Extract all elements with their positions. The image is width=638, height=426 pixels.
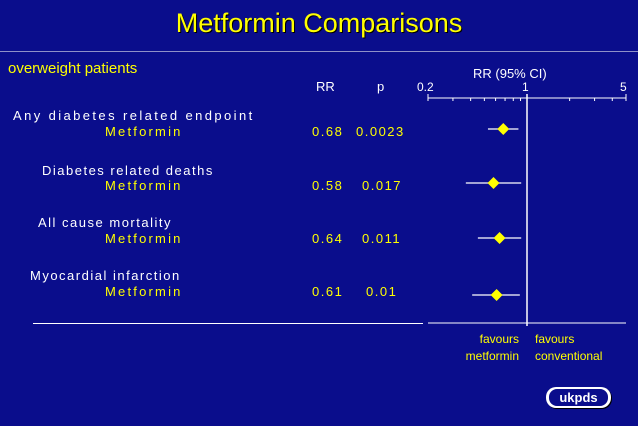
row-group: Metformin bbox=[105, 178, 183, 193]
p-column-header: p bbox=[377, 79, 385, 94]
subtitle: overweight patients bbox=[8, 60, 138, 77]
row-group: Metformin bbox=[105, 231, 183, 246]
favours-conventional-label: favours conventional bbox=[535, 332, 603, 363]
slide-title: Metformin Comparisons bbox=[175, 8, 463, 38]
row-rr: 0.64 bbox=[312, 231, 344, 246]
tick-label-1: 1 bbox=[522, 80, 529, 94]
row-p: 0.0023 bbox=[356, 124, 405, 139]
table-bottom-rule bbox=[33, 323, 423, 324]
rr-column-header: RR bbox=[316, 79, 335, 94]
row-rr: 0.61 bbox=[312, 284, 344, 299]
title-divider bbox=[0, 51, 638, 52]
row-group: Metformin bbox=[105, 284, 183, 299]
plot-column-header: RR (95% CI) bbox=[473, 66, 547, 81]
ukpds-logo: ukpds bbox=[546, 387, 611, 408]
row-label: All cause mortality bbox=[38, 215, 172, 230]
row-rr: 0.58 bbox=[312, 178, 344, 193]
rr-point-marker bbox=[487, 177, 500, 189]
rr-point-marker bbox=[493, 232, 506, 244]
row-label: Myocardial infarction bbox=[30, 268, 181, 283]
row-p: 0.017 bbox=[362, 178, 403, 193]
row-label: Diabetes related deaths bbox=[42, 163, 214, 178]
rr-point-marker bbox=[490, 289, 503, 301]
rr-point-marker bbox=[497, 123, 510, 135]
favours-metformin-label: favours metformin bbox=[465, 332, 519, 363]
row-rr: 0.68 bbox=[312, 124, 344, 139]
row-p: 0.01 bbox=[366, 284, 398, 299]
tick-label-0.2: 0.2 bbox=[417, 80, 434, 94]
row-group: Metformin bbox=[105, 124, 183, 139]
row-p: 0.011 bbox=[362, 231, 402, 246]
tick-label-5: 5 bbox=[620, 80, 627, 94]
row-label: Any diabetes related endpoint bbox=[13, 108, 255, 123]
